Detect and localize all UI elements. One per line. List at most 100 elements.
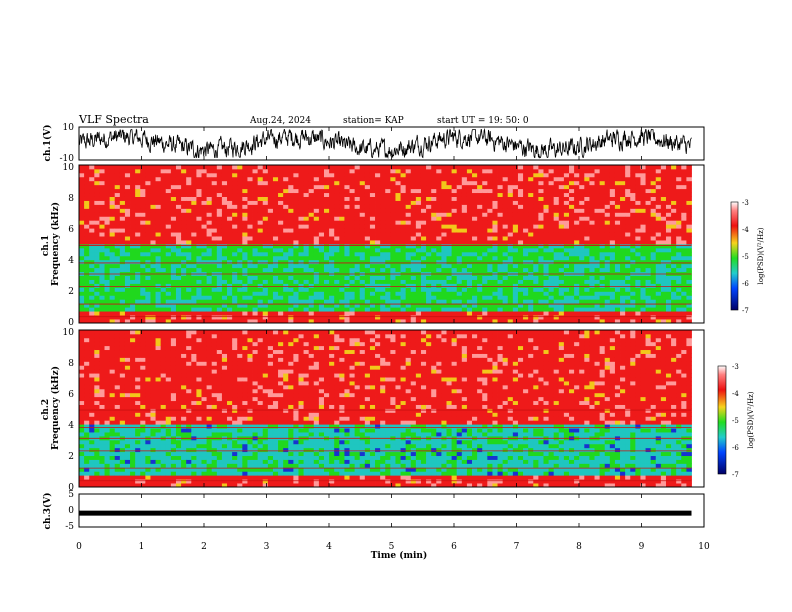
spectrogram-cell	[130, 315, 136, 320]
spectrogram-cell	[191, 311, 197, 316]
spectrogram-cell	[278, 212, 284, 217]
spectrogram-cell	[512, 216, 519, 221]
spectrogram-cell	[380, 319, 386, 324]
spectrogram-cell	[400, 259, 407, 265]
spectrogram-cell	[533, 267, 539, 273]
spectrogram-cell	[191, 251, 197, 257]
spectrogram-cell	[211, 168, 218, 174]
spectrogram-cell	[272, 165, 279, 170]
spectrogram-cell	[487, 188, 493, 194]
spectrogram-cell	[415, 259, 422, 265]
spectrogram-cell	[109, 295, 116, 300]
spectrogram-cell	[334, 180, 340, 186]
spectrogram-cell	[165, 196, 172, 201]
spectrogram-cell	[221, 251, 228, 257]
spectrogram-cell	[104, 180, 111, 186]
spectrogram-cell	[482, 263, 488, 269]
spectrogram-cell	[79, 443, 85, 449]
spectrogram-cell	[79, 165, 85, 170]
spectrogram-cell	[150, 204, 156, 209]
spectrogram-cell	[574, 192, 580, 197]
spectrogram-cell	[89, 388, 95, 394]
spectrogram-cell	[318, 279, 325, 284]
spectrogram-cell	[283, 220, 289, 225]
spectrogram-cell	[415, 176, 422, 182]
spectrogram-cell	[211, 176, 218, 182]
ch1-cbar-tick-7: -7	[742, 307, 749, 315]
spectrogram-cell	[109, 291, 116, 296]
spectrogram-cell	[543, 311, 549, 316]
spectrogram-cell	[324, 180, 330, 186]
spectrogram-cell	[420, 244, 427, 249]
spectrogram-cell	[278, 204, 284, 209]
spectrogram-cell	[267, 259, 274, 265]
spectrogram-cell	[574, 240, 580, 245]
spectrogram-cell	[206, 255, 213, 261]
spectrogram-cell	[288, 244, 294, 249]
spectrogram-cell	[665, 319, 672, 324]
spectrogram-cell	[89, 291, 95, 296]
spectrogram-cell	[579, 251, 585, 257]
spectrogram-cell	[354, 295, 361, 300]
spectrogram-cell	[461, 255, 468, 261]
spectrogram-cell	[237, 307, 243, 312]
spectrogram-cell	[114, 196, 121, 201]
spectrogram-cell	[324, 295, 330, 300]
spectrogram-cell	[267, 180, 274, 186]
spectrogram-cell	[579, 212, 585, 217]
spectrogram-cell	[686, 311, 692, 316]
spectrogram-cell	[211, 263, 218, 269]
spectrogram-cell	[660, 275, 667, 280]
spectrogram-cell	[686, 192, 692, 197]
spectrogram-cell	[502, 283, 509, 288]
spectrogram-cell	[135, 283, 141, 288]
spectrogram-cell	[344, 255, 350, 261]
spectrogram-cell	[385, 307, 391, 312]
spectrogram-cell	[385, 240, 391, 245]
spectrogram-cell	[257, 188, 264, 194]
spectrogram-cell	[420, 295, 427, 300]
spectrogram-cell	[124, 196, 131, 201]
spectrogram-cell	[594, 255, 601, 261]
spectrogram-cell	[170, 240, 177, 245]
spectrogram-cell	[609, 232, 616, 237]
spectrogram-cell	[446, 204, 452, 209]
spectrogram-cell	[523, 200, 529, 205]
spectrogram-cell	[119, 244, 126, 249]
spectrogram-cell	[79, 184, 85, 190]
spectrogram-cell	[89, 204, 95, 209]
spectrogram-cell	[686, 165, 692, 170]
spectrogram-cell	[181, 267, 187, 273]
spectrogram-cell	[650, 303, 657, 308]
spectrogram-cell	[681, 267, 687, 273]
spectrogram-cell	[604, 232, 611, 237]
spectrogram-cell	[431, 188, 437, 194]
spectrogram-cell	[436, 244, 442, 249]
spectrogram-cell	[625, 315, 631, 320]
spectrogram-cell	[94, 471, 100, 476]
spectrogram-cell	[119, 204, 126, 209]
spectrogram-cell	[426, 172, 432, 178]
spectrogram-cell	[604, 311, 611, 316]
spectrogram-cell	[247, 279, 253, 284]
spectrogram-cell	[660, 287, 667, 292]
spectrogram-cell	[191, 224, 197, 229]
spectrogram-cell	[645, 240, 652, 245]
spectrogram-cell	[339, 192, 345, 197]
spectrogram-cell	[324, 172, 330, 178]
spectrogram-cell	[130, 216, 136, 221]
spectrogram-cell	[686, 263, 692, 269]
spectrogram-cell	[94, 420, 100, 425]
spectrogram-cell	[89, 188, 95, 194]
spectrogram-cell	[308, 307, 315, 312]
spectrogram-cell	[548, 283, 555, 288]
spectrogram-cell	[135, 200, 141, 205]
spectrogram-cell	[364, 295, 371, 300]
spectrogram-cell	[109, 208, 116, 213]
spectrogram-cell	[119, 176, 126, 182]
spectrogram-cell	[104, 196, 111, 201]
spectrogram-cell	[324, 236, 330, 241]
spectrogram-cell	[150, 279, 156, 284]
spectrogram-cell	[410, 315, 417, 320]
spectrogram-cell	[359, 299, 366, 304]
